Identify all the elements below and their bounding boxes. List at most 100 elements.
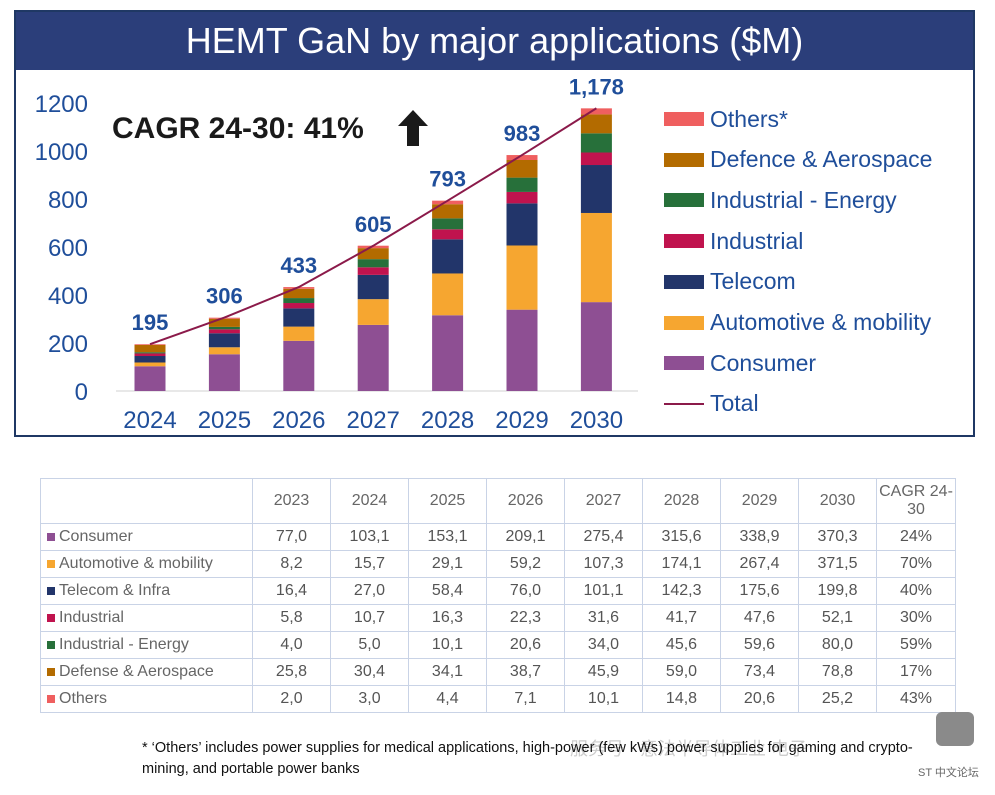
table-cell: 38,7: [486, 658, 565, 686]
row-swatch: [47, 613, 55, 622]
bar-2029-1: [506, 245, 538, 310]
chat-bubble-icon: [936, 712, 974, 746]
row-swatch: [47, 640, 55, 649]
table-row-label: Industrial: [40, 604, 253, 632]
table-cell: 59,0: [642, 658, 721, 686]
table-cell: 267,4: [720, 550, 799, 578]
table-row: Industrial - Energy 4,0 5,0 10,1 20,6 34,0 45,…: [40, 631, 956, 659]
table-cell: 25,8: [252, 658, 331, 686]
bar-2024-2: [134, 356, 166, 363]
table-cell: 34,1: [408, 658, 487, 686]
table-header-cell: 2026: [486, 478, 565, 524]
table-header-cell: 2027: [564, 478, 643, 524]
bar-2026-1: [283, 326, 315, 341]
table-header-row: 2023 2024 2025 2026 2027 2028 2029 2030 CAGR 24-…: [40, 478, 956, 524]
table-cell: 142,3: [642, 577, 721, 605]
legend-item-total: Total: [664, 389, 759, 419]
row-label-text: Consumer: [59, 528, 133, 545]
table-cell: 371,5: [798, 550, 877, 578]
bar-2025-3: [208, 329, 240, 334]
total-label-1: 306: [206, 284, 243, 309]
table-header-cell: 2029: [720, 478, 799, 524]
table-cell: 59,6: [720, 631, 799, 659]
table-cell: 10,1: [564, 685, 643, 713]
x-tick-label-2: 2026: [272, 407, 325, 434]
table-cell: 59,2: [486, 550, 565, 578]
legend-swatch: [664, 234, 704, 249]
table-cell: 17%: [876, 658, 956, 686]
bar-2026-3: [283, 303, 315, 309]
row-swatch: [47, 532, 55, 541]
table-cell: 20,6: [720, 685, 799, 713]
y-tick-label-3: 600: [48, 235, 88, 262]
total-label-2: 433: [280, 253, 317, 278]
table-cell: 103,1: [330, 523, 409, 551]
legend-label: Industrial - Energy: [710, 186, 897, 213]
table-cell: 16,4: [252, 577, 331, 605]
table-cell: 80,0: [798, 631, 877, 659]
table-cell: 10,1: [408, 631, 487, 659]
bar-2028-5: [432, 204, 464, 219]
row-label-text: Others: [59, 690, 108, 707]
table-cell: 2,0: [252, 685, 331, 713]
table-cell: 107,3: [564, 550, 643, 578]
bar-2029-5: [506, 160, 538, 178]
table-row: Defense & Aerospace 25,8 30,4 34,1 38,7 45,9 5…: [40, 658, 956, 686]
table-cell: 10,7: [330, 604, 409, 632]
bar-2027-1: [357, 299, 389, 325]
bar-2028-6: [432, 200, 464, 205]
row-label-text: Telecom & Infra: [59, 582, 171, 599]
table-row: Automotive & mobility 8,2 15,7 29,1 59,2 107,…: [40, 550, 956, 578]
row-swatch: [47, 694, 55, 703]
table-header-cell: CAGR 24-30: [876, 478, 956, 524]
table-cell: 40%: [876, 577, 956, 605]
table-cell: 16,3: [408, 604, 487, 632]
table-cell: 101,1: [564, 577, 643, 605]
table-cell: 209,1: [486, 523, 565, 551]
bar-2026-0: [283, 340, 315, 391]
table-row-label: Others: [40, 685, 253, 713]
data-table: 2023 2024 2025 2026 2027 2028 2029 2030 CAGR 24-…: [40, 478, 956, 713]
bar-2028-4: [432, 218, 464, 230]
y-tick-label-6: 1200: [35, 91, 88, 118]
table-row: Telecom & Infra 16,4 27,0 58,4 76,0 101,1 142,…: [40, 577, 956, 605]
table-row-label: Defense & Aerospace: [40, 658, 253, 686]
bar-2024-4: [134, 352, 166, 354]
bar-2029-3: [506, 191, 538, 204]
table-row-label: Consumer: [40, 523, 253, 551]
corner-text: ST 中文论坛: [918, 767, 979, 779]
table-row-label: Telecom & Infra: [40, 577, 253, 605]
bar-2026-4: [283, 298, 315, 304]
table-row-label: Industrial - Energy: [40, 631, 253, 659]
table-row: Others 2,0 3,0 4,4 7,1 10,1 14,8 20,6 25,2 43%: [40, 685, 956, 713]
data-table-wrap: 2023 2024 2025 2026 2027 2028 2029 2030 CAGR 24-…: [40, 478, 956, 713]
row-label-text: Defense & Aerospace: [59, 663, 214, 680]
bar-2029-2: [506, 203, 538, 246]
legend-label: Automotive & mobility: [710, 309, 932, 335]
table-cell: 199,8: [798, 577, 877, 605]
table-cell: 52,1: [798, 604, 877, 632]
total-label-6: 1,178: [569, 74, 624, 99]
table-cell: 59%: [876, 631, 956, 659]
x-tick-label-4: 2028: [421, 407, 474, 434]
y-tick-label-5: 1000: [35, 139, 88, 166]
table-row: Industrial 5,8 10,7 16,3 22,3 31,6 41,7 47,6 52,…: [40, 604, 956, 632]
table-cell: 338,9: [720, 523, 799, 551]
bar-2030-3: [580, 152, 612, 166]
table-cell: 29,1: [408, 550, 487, 578]
table-cell: 27,0: [330, 577, 409, 605]
legend-label: Industrial: [710, 227, 804, 254]
bar-2026-2: [283, 308, 315, 327]
y-tick-label-0: 0: [75, 379, 88, 406]
bar-2028-2: [432, 239, 464, 274]
chart-panel: 0 200 400 600 800 1000 1200 2024 2025 2026 2027 202…: [14, 10, 975, 437]
bar-2028-1: [432, 273, 464, 316]
table-cell: 30,4: [330, 658, 409, 686]
table-cell: 275,4: [564, 523, 643, 551]
bar-2026-5: [283, 288, 315, 299]
legend-item: Industrial - Energy: [664, 185, 897, 215]
legend-swatch: [664, 356, 704, 371]
table-cell: 73,4: [720, 658, 799, 686]
table-cell: 14,8: [642, 685, 721, 713]
bar-2025-0: [208, 354, 240, 391]
